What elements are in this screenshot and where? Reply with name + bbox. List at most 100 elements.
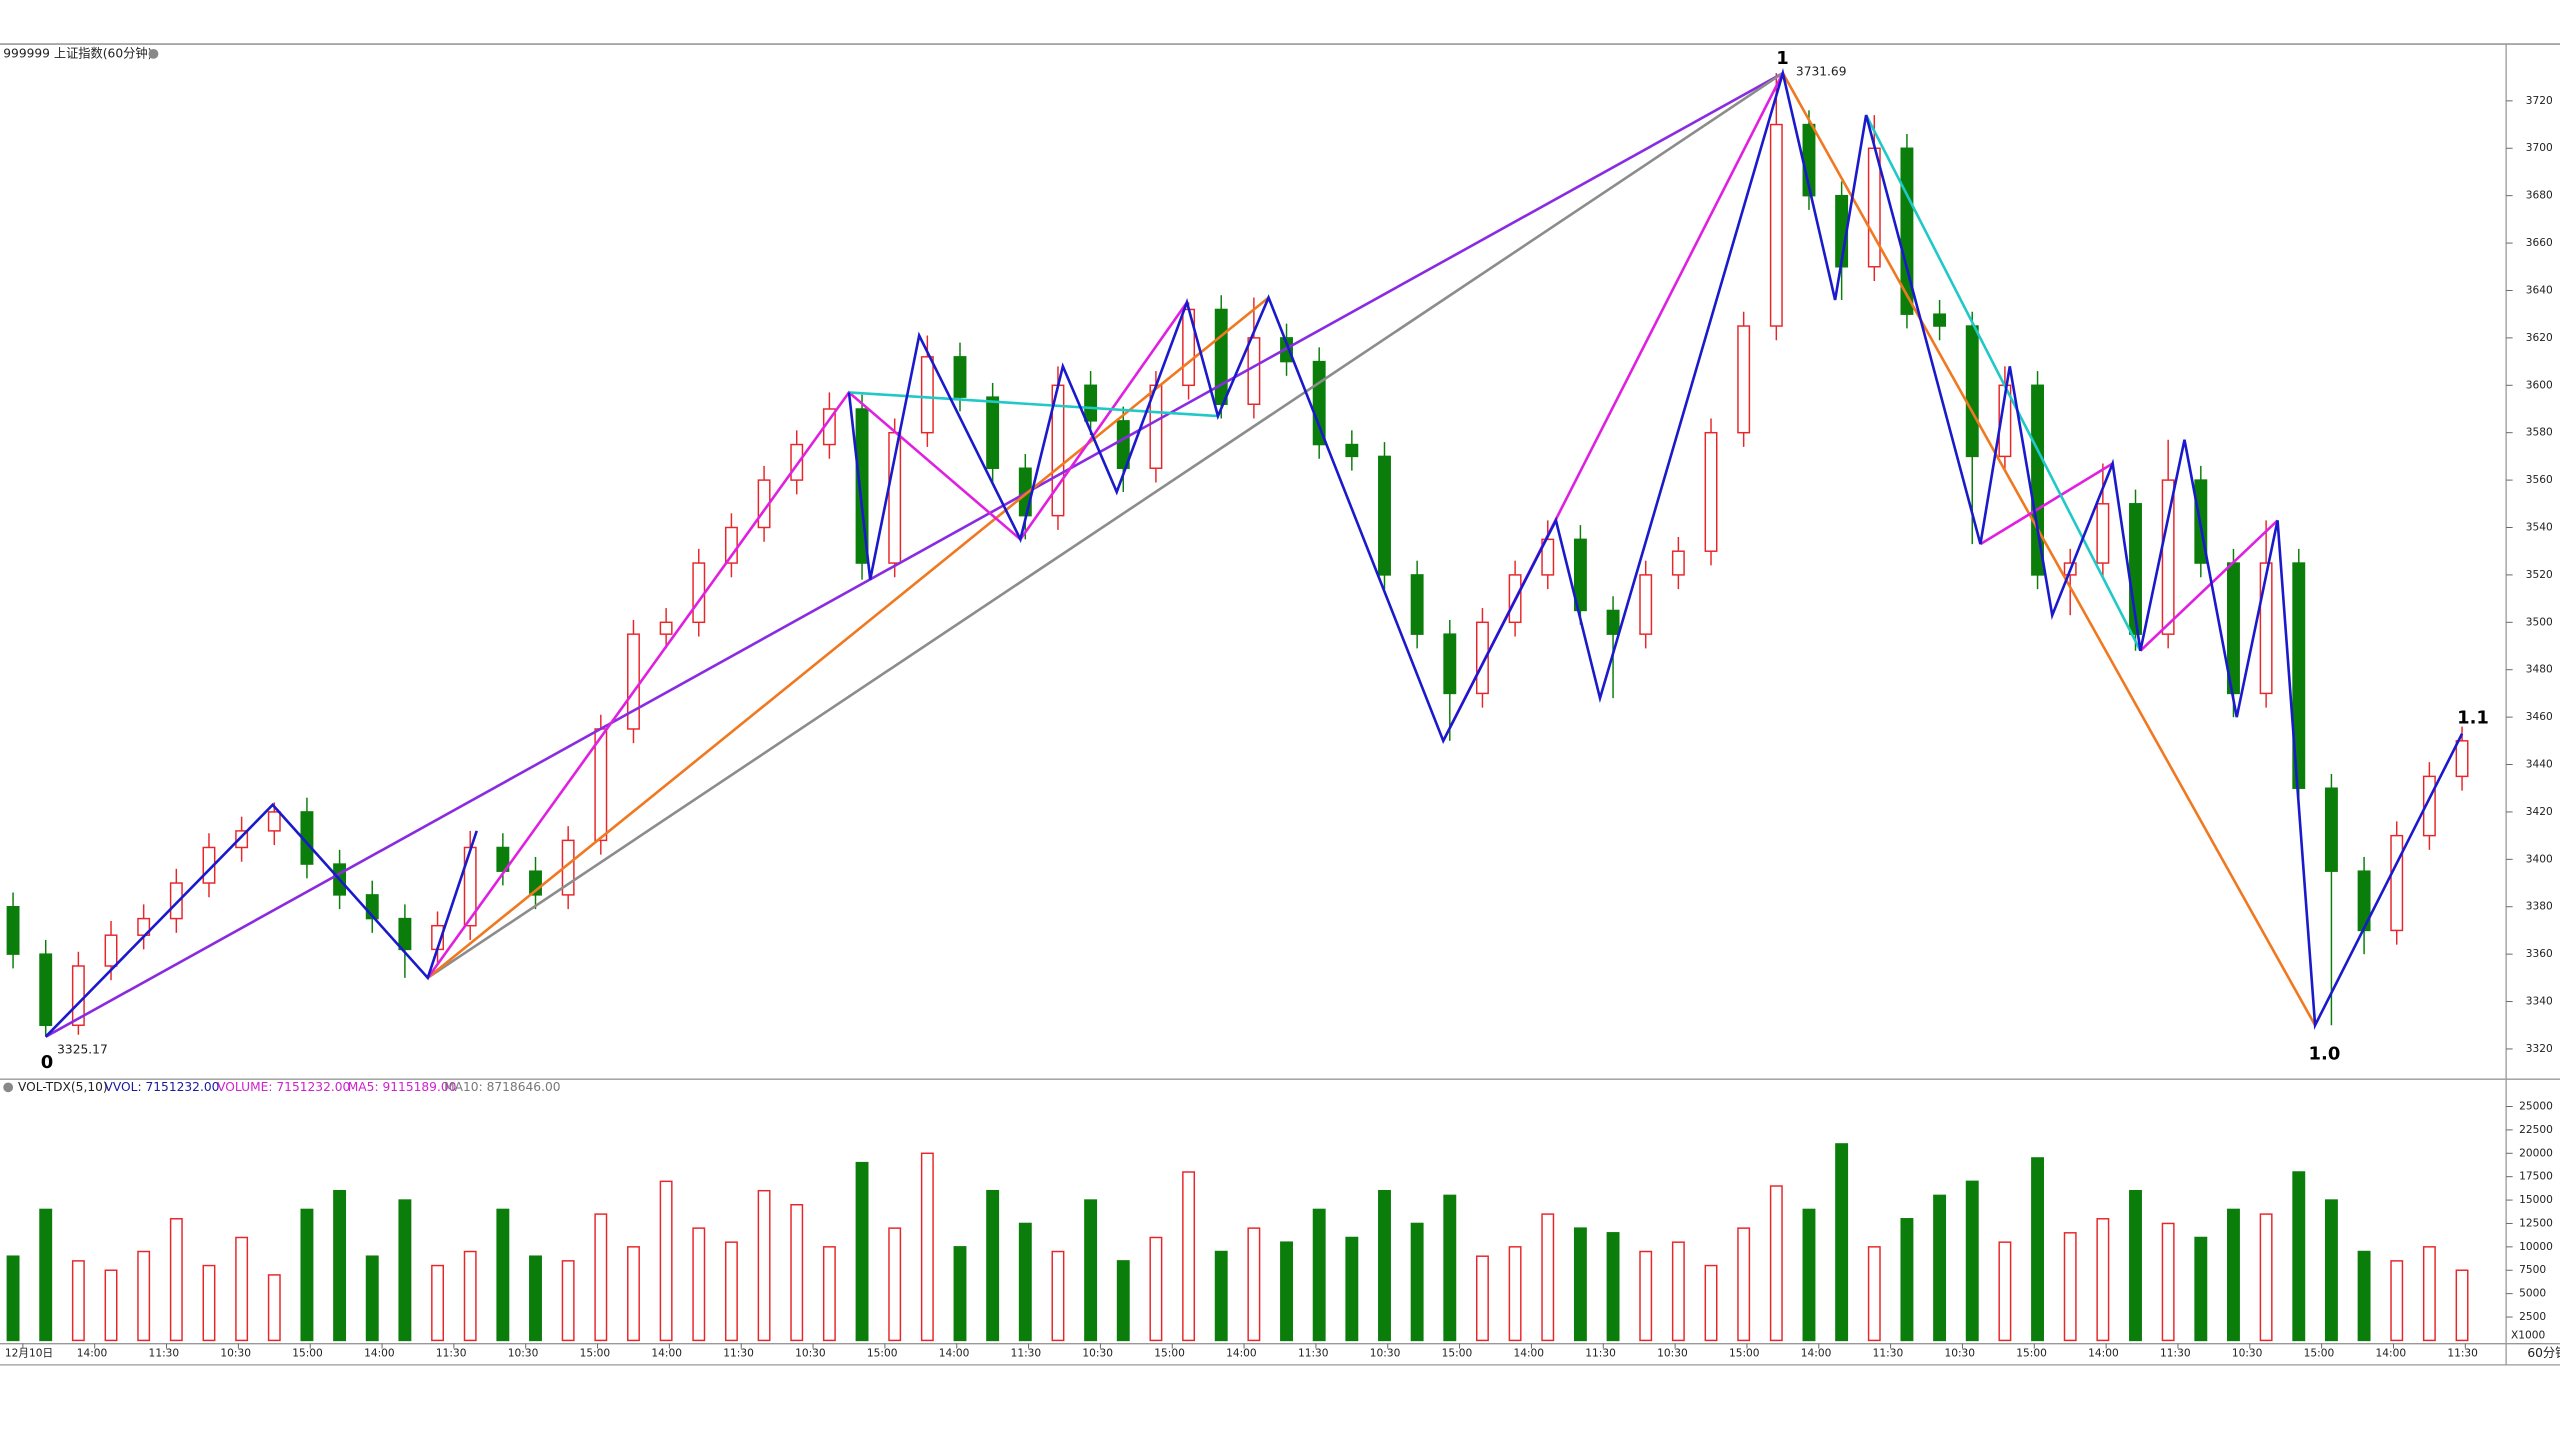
volume-tick-label: 7500: [2519, 1263, 2546, 1276]
volume-bar: [1345, 1236, 1359, 1342]
volume-bar: [1280, 1241, 1293, 1342]
candle-body: [2390, 834, 2404, 932]
period-label: 60分钟: [2527, 1345, 2560, 1360]
y-tick-label: 3460: [2526, 710, 2553, 723]
time-label: 10:30: [1370, 1346, 1401, 1359]
volume-bar: [953, 1246, 967, 1342]
volume-bar: [1018, 1222, 1032, 1342]
wave-line: [847, 67, 2464, 1031]
volume-bar: [561, 1260, 575, 1342]
volume-bar: [1312, 1208, 1326, 1342]
volume-bar: [888, 1227, 902, 1342]
time-label: 12月10日: [5, 1346, 53, 1359]
volume-bar: [104, 1269, 118, 1342]
volume-bar: [1182, 1171, 1196, 1342]
volume-bar: [2129, 1189, 2142, 1342]
time-label: 11:30: [723, 1346, 754, 1359]
y-tick-label: 3480: [2526, 663, 2553, 676]
y-tick-label: 3700: [2526, 141, 2553, 154]
candle-body: [953, 356, 967, 398]
volume-bar: [2063, 1232, 2077, 1342]
volume-bar: [1606, 1232, 1620, 1342]
y-tick-label: 3420: [2526, 805, 2553, 818]
candle-body: [986, 396, 1000, 469]
volume-header: MA10: 8718646.00: [444, 1080, 560, 1094]
y-tick-label: 3440: [2526, 758, 2553, 771]
time-label: 10:30: [1944, 1346, 1975, 1359]
volume-tick-label: 15000: [2519, 1193, 2553, 1206]
wave-line: [44, 802, 478, 1038]
volume-bar: [2227, 1208, 2240, 1342]
candle-body: [627, 633, 640, 730]
volume-icon[interactable]: [3, 1082, 14, 1093]
candle-body: [2455, 740, 2469, 778]
time-label: 11:30: [2447, 1346, 2478, 1359]
candle-body: [1867, 147, 1881, 268]
time-label: 10:30: [2232, 1346, 2263, 1359]
volume-header: VOL-TDX(5,10): [18, 1080, 108, 1094]
volume-bar: [1443, 1194, 1457, 1342]
volume-bar: [39, 1208, 53, 1342]
time-label: 11:30: [1011, 1346, 1042, 1359]
y-tick-label: 3340: [2526, 995, 2553, 1008]
time-label: 15:00: [1729, 1346, 1760, 1359]
volume-bar: [2161, 1222, 2175, 1342]
time-label: 10:30: [508, 1346, 539, 1359]
time-label: 10:30: [1657, 1346, 1688, 1359]
candle-body: [1476, 621, 1489, 695]
volume-bar: [300, 1208, 314, 1342]
volume-bar: [2455, 1269, 2469, 1342]
wave-line: [2139, 519, 2279, 652]
wave-line: [1781, 72, 2317, 1026]
volume-bar: [1508, 1246, 1522, 1342]
volume-header: MA5: 9115189.00: [348, 1080, 457, 1094]
candle-body: [1541, 538, 1555, 576]
time-label: 15:00: [1154, 1346, 1185, 1359]
time-label: 11:30: [1585, 1346, 1616, 1359]
volume-bar: [1410, 1222, 1424, 1342]
volume-bar: [431, 1264, 444, 1342]
volume-bar: [692, 1227, 706, 1342]
candle-body: [920, 356, 934, 434]
candle-body: [1214, 308, 1228, 405]
volume-bar: [594, 1213, 608, 1342]
candle-body: [724, 526, 738, 564]
candle-body: [496, 846, 510, 872]
time-label: 14:00: [651, 1346, 682, 1359]
y-tick-label: 3540: [2526, 521, 2553, 534]
wave-label: 1.0: [2309, 1044, 2341, 1065]
candle-body: [6, 906, 20, 955]
y-tick-label: 3560: [2526, 473, 2553, 486]
time-label: 14:00: [2088, 1346, 2119, 1359]
time-label: 11:30: [436, 1346, 467, 1359]
volume-bar: [724, 1241, 738, 1342]
wave-line: [1864, 114, 2142, 652]
high-annotation: 3731.69: [1796, 64, 1847, 78]
time-label: 15:00: [1442, 1346, 1473, 1359]
y-tick-label: 3580: [2526, 426, 2553, 439]
candle-body: [1769, 123, 1783, 327]
candle-body: [169, 882, 183, 920]
y-tick-label: 3500: [2526, 615, 2553, 628]
volume-tick-label: 17500: [2519, 1170, 2553, 1183]
time-label: 11:30: [2160, 1346, 2191, 1359]
candle-body: [1247, 337, 1261, 405]
candle-body: [1606, 609, 1620, 635]
volume-bar: [1867, 1246, 1881, 1342]
candle-body: [855, 408, 869, 564]
time-label: 11:30: [149, 1346, 180, 1359]
volume-bar: [2259, 1213, 2273, 1342]
volume-bar: [2194, 1236, 2208, 1342]
volume-bar: [1051, 1250, 1065, 1342]
time-label: 15:00: [292, 1346, 323, 1359]
candle-body: [2161, 479, 2175, 635]
volume-tick-label: 25000: [2519, 1099, 2553, 1112]
volume-bar: [1639, 1250, 1653, 1342]
volume-tick-label: 12500: [2519, 1216, 2553, 1229]
title-icon[interactable]: [148, 48, 159, 59]
candle-body: [1410, 574, 1424, 635]
volume-bar: [1900, 1218, 1914, 1342]
candle-body: [1378, 455, 1391, 576]
volume-tick-label: 22500: [2519, 1123, 2553, 1136]
volume-bar: [71, 1260, 85, 1342]
